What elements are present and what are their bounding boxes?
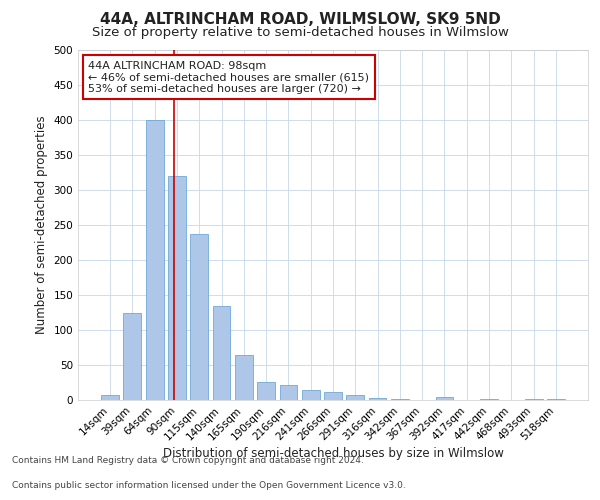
Text: Contains public sector information licensed under the Open Government Licence v3: Contains public sector information licen…: [12, 481, 406, 490]
Bar: [436, 397, 454, 400]
Bar: [235, 354, 253, 400]
Bar: [190, 234, 208, 400]
X-axis label: Distribution of semi-detached houses by size in Wilmslow: Distribution of semi-detached houses by …: [163, 448, 503, 460]
Bar: [124, 313, 142, 400]
Bar: [146, 120, 164, 400]
Bar: [346, 395, 364, 400]
Y-axis label: Number of semi-detached properties: Number of semi-detached properties: [35, 116, 48, 334]
Bar: [280, 384, 298, 400]
Text: 44A ALTRINCHAM ROAD: 98sqm
← 46% of semi-detached houses are smaller (615)
53% o: 44A ALTRINCHAM ROAD: 98sqm ← 46% of semi…: [88, 60, 369, 94]
Bar: [168, 176, 186, 400]
Bar: [101, 395, 119, 400]
Text: 44A, ALTRINCHAM ROAD, WILMSLOW, SK9 5ND: 44A, ALTRINCHAM ROAD, WILMSLOW, SK9 5ND: [100, 12, 500, 28]
Bar: [302, 390, 320, 400]
Bar: [324, 392, 342, 400]
Bar: [212, 306, 230, 400]
Text: Contains HM Land Registry data © Crown copyright and database right 2024.: Contains HM Land Registry data © Crown c…: [12, 456, 364, 465]
Bar: [257, 382, 275, 400]
Bar: [368, 398, 386, 400]
Text: Size of property relative to semi-detached houses in Wilmslow: Size of property relative to semi-detach…: [92, 26, 508, 39]
